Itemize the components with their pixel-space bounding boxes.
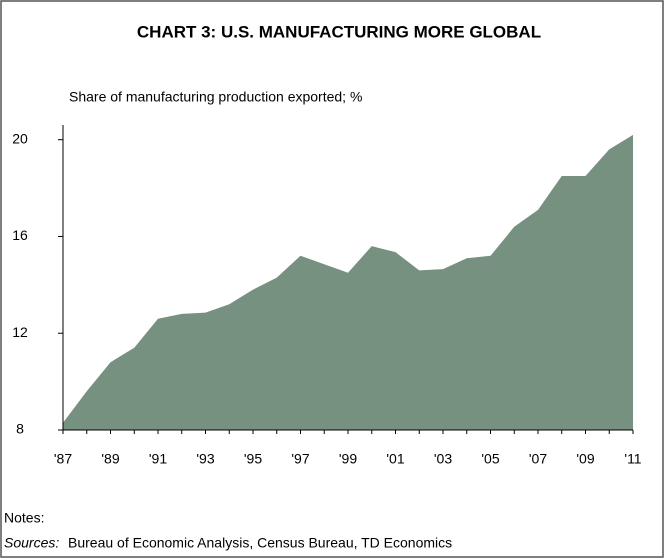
x-tick-label: '93 [196, 451, 214, 467]
x-tick-label: '87 [54, 451, 72, 467]
x-tick-label: '05 [481, 451, 499, 467]
x-tick-label: '11 [624, 451, 641, 467]
x-tick-label: '09 [576, 451, 594, 467]
sources: Bureau of Economic Analysis, Census Bure… [68, 535, 452, 551]
x-tick-label: '07 [529, 451, 547, 467]
x-tick-label: '89 [101, 451, 119, 467]
x-tick-label: '95 [244, 451, 262, 467]
y-tick-label: 16 [12, 227, 28, 243]
y-axis-label: Share of manufacturing production export… [69, 89, 362, 105]
y-tick-label: 20 [12, 130, 28, 146]
x-tick-label: '03 [434, 451, 452, 467]
y-tick-label: 8 [16, 421, 24, 437]
x-tick-label: '99 [339, 451, 357, 467]
x-tick-label: '91 [149, 451, 167, 467]
y-tick-label: 12 [12, 324, 28, 340]
sources-label: Sources: [4, 535, 59, 551]
chart-title: CHART 3: U.S. MANUFACTURING MORE GLOBAL [137, 22, 541, 41]
x-tick-label: '01 [386, 451, 404, 467]
area [63, 134, 633, 430]
notes: Notes: [4, 510, 44, 526]
x-tick-label: '97 [291, 451, 309, 467]
